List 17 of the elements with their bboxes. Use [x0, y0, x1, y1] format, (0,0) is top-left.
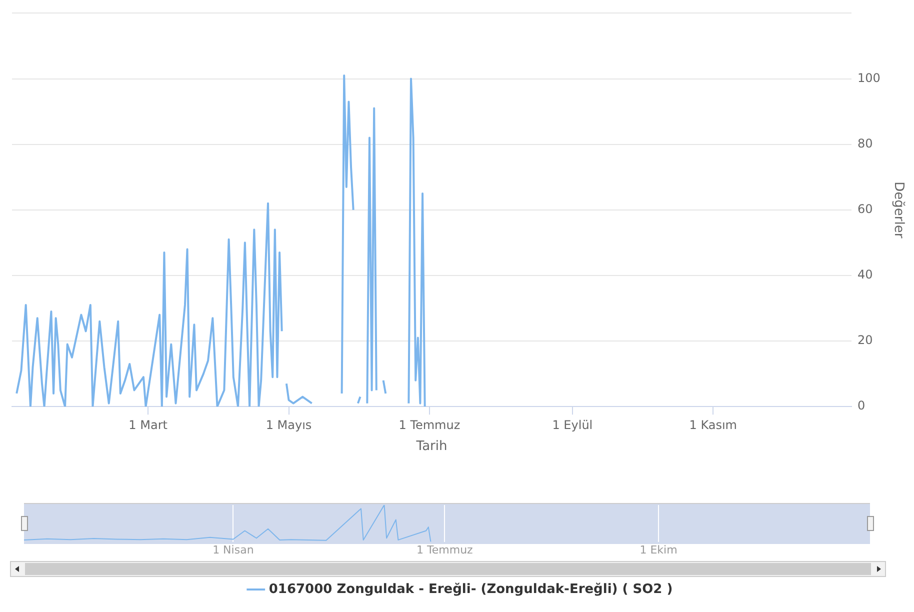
x-tick-label: 1 Mayıs [266, 418, 312, 432]
y-tick-label: 40 [857, 268, 873, 282]
y-tick-label: 80 [857, 136, 873, 150]
x-tick-label: 1 Ekim [640, 543, 678, 556]
x-tick-label: 1 Mart [128, 418, 168, 432]
x-tick-label: 1 Temmuz [416, 543, 474, 556]
y-tick-label: 0 [857, 398, 866, 413]
x-tick-label: 1 Eylül [552, 418, 593, 432]
y-axis-title: Değerler [890, 182, 906, 239]
x-tick-label: 1 Kasım [689, 418, 737, 432]
x-axis-title: Tarih [415, 439, 448, 454]
legend-label: 0167000 Zonguldak - Ereğli- (Zonguldak-Ereğli) ( SO2 ) [268, 582, 673, 597]
y-tick-label: 100 [857, 70, 880, 85]
x-tick-label: 1 Nisan [212, 543, 254, 556]
x-tick-label: 1 Temmuz [398, 418, 460, 432]
y-tick-label: 20 [857, 333, 873, 348]
y-tick-label: 60 [857, 202, 873, 216]
